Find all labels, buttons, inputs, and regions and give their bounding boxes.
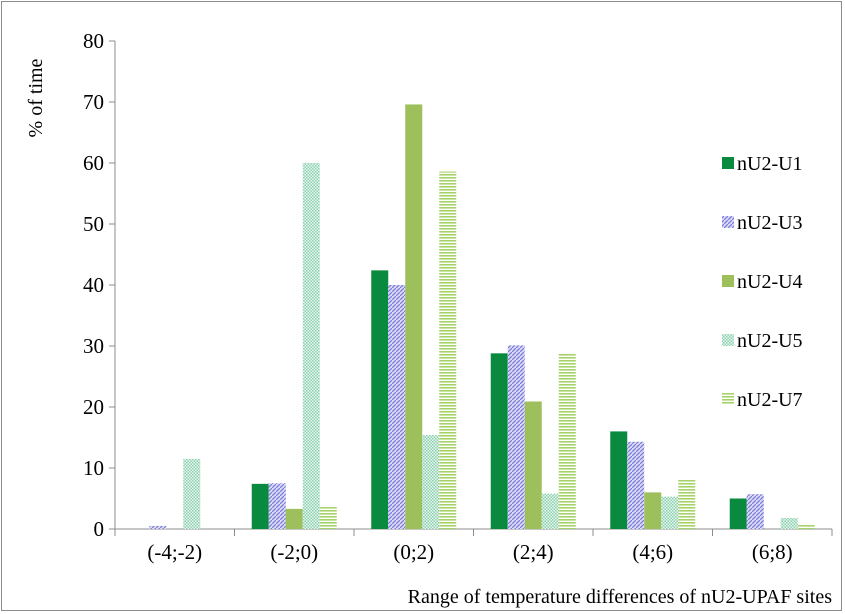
legend-label: nU2-U4 [737, 271, 803, 293]
legend-swatch [722, 157, 734, 169]
bar-nu2-u5 [183, 458, 201, 529]
legend-label: nU2-U3 [737, 212, 803, 234]
x-tick-label: (-2;0) [270, 540, 318, 564]
y-tick-label: 70 [83, 90, 104, 114]
bar-nu2-u3 [268, 483, 286, 529]
x-tick-label: (0;2) [393, 540, 434, 564]
y-tick-label: 50 [83, 212, 104, 236]
bar-nu2-u7 [319, 507, 337, 529]
legend-swatch [722, 275, 734, 287]
bar-nu2-u3 [149, 525, 167, 529]
bar-nu2-u3 [507, 345, 525, 529]
bar-nu2-u5 [661, 496, 679, 529]
legend-label: nU2-U7 [737, 389, 803, 411]
bar-nu2-u1 [251, 483, 269, 529]
plot-area: 0 10 20 30 40 50 60 70 80 (-4;-2) (-2;0) (0;2) (2;4)… [83, 29, 833, 564]
bar-nu2-u3 [746, 494, 764, 529]
legend-swatch [722, 334, 734, 346]
bar-nu2-u7 [678, 479, 696, 529]
y-tick-label: 40 [83, 273, 104, 297]
bar-nu2-u1 [490, 353, 508, 529]
x-tick-label: (-4;-2) [147, 540, 202, 564]
y-axis-title: % of time [25, 58, 47, 137]
bar-nu2-u5 [541, 493, 559, 529]
y-tick-label: 0 [94, 517, 105, 541]
legend-swatch [722, 393, 734, 405]
bar-nu2-u5 [302, 163, 320, 529]
x-tick-label: (4;6) [632, 540, 673, 564]
legend-swatch [722, 216, 734, 228]
bar-nu2-u7 [797, 524, 815, 529]
x-tick-label: (2;4) [513, 540, 554, 564]
bar-nu2-u1 [371, 270, 389, 529]
y-tick-label: 20 [83, 395, 104, 419]
bar-nu2-u4 [524, 401, 542, 529]
bar-nu2-u5 [422, 435, 440, 529]
y-tick-label: 10 [83, 456, 104, 480]
x-tick-label: (6;8) [752, 540, 793, 564]
bar-nu2-u3 [388, 285, 406, 529]
bar-nu2-u4 [644, 492, 662, 529]
bar-nu2-u4 [405, 104, 423, 529]
bar-nu2-u4 [285, 508, 303, 529]
y-tick-label: 60 [83, 151, 104, 175]
bar-nu2-u7 [558, 353, 576, 529]
y-tick-label: 80 [83, 29, 104, 53]
legend-label: nU2-U5 [737, 330, 803, 352]
legend: nU2-U1 nU2-U3 nU2-U4 nU2-U5 nU2-U7 [722, 153, 803, 411]
x-axis-title: Range of temperature differences of nU2-… [408, 586, 833, 608]
bar-nu2-u7 [439, 171, 457, 530]
y-tick-label: 30 [83, 334, 104, 358]
bar-nu2-u1 [729, 498, 747, 529]
bar-nu2-u1 [610, 431, 628, 529]
bar-nu2-u3 [627, 441, 645, 529]
bar-nu2-u5 [780, 518, 798, 529]
legend-label: nU2-U1 [737, 153, 803, 175]
